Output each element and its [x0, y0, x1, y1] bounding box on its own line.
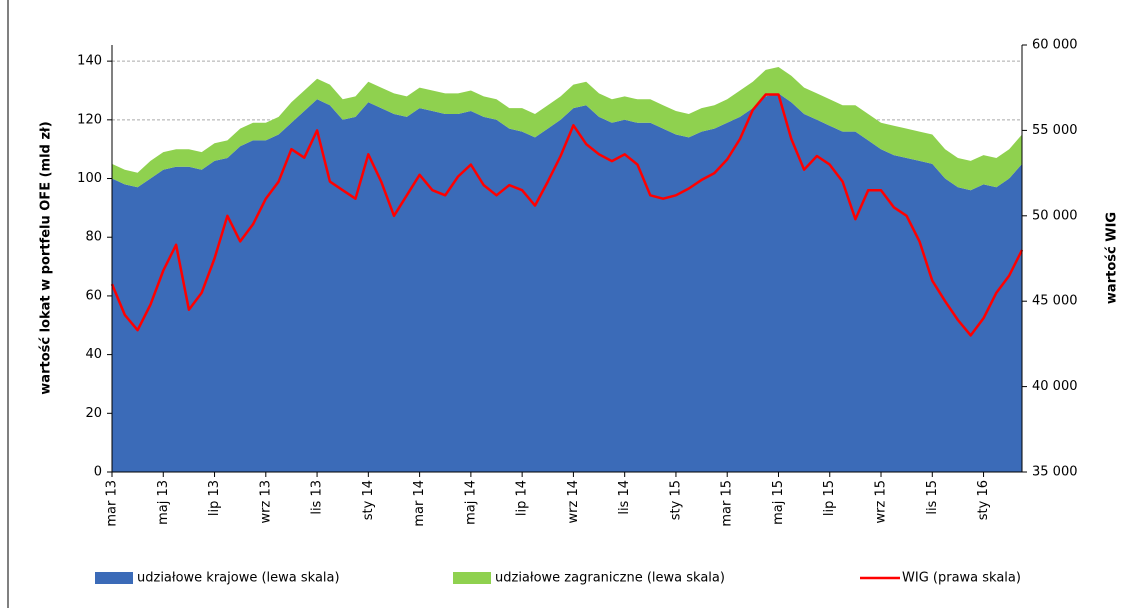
x-tick-label: lis 14 — [617, 480, 632, 515]
x-tick-label: lip 14 — [515, 480, 530, 516]
y-tick-label: 140 — [77, 54, 102, 69]
y2-tick-label: 55 000 — [1032, 123, 1078, 138]
area — [112, 67, 1022, 191]
x-tick-label: sty 15 — [668, 480, 683, 520]
x-tick-label: maj 15 — [771, 480, 786, 525]
y2-tick-label: 45 000 — [1032, 294, 1078, 309]
x-tick-label: lis 13 — [310, 480, 325, 515]
y-tick-label: 40 — [85, 347, 102, 362]
x-tick-label: wrz 15 — [874, 480, 889, 523]
y-tick-label: 120 — [77, 112, 102, 127]
legend: udziałowe krajowe (lewa skala) udziałowe … — [95, 571, 1021, 586]
y-tick-label: 0 — [94, 465, 102, 480]
y2-tick-label: 50 000 — [1032, 208, 1078, 223]
y2-axis-title: wartość WIG — [1105, 212, 1120, 304]
x-tick-label: wrz 14 — [566, 480, 581, 523]
y2-tick-label: 40 000 — [1032, 379, 1078, 394]
line — [110, 93, 1024, 337]
y2-tick-label: 35 000 — [1032, 465, 1078, 480]
x-tick-label: lip 13 — [207, 480, 222, 516]
legend-label: udziałowe zagraniczne (lewa skala) — [495, 571, 725, 586]
plot — [110, 67, 1024, 473]
axes: 0 20 40 60 80 100 120 140 35 000 40 000 45 000 50 0… — [77, 38, 1077, 527]
legend-label: WIG (prawa skala) — [902, 571, 1021, 586]
y-tick-label: 60 — [85, 288, 102, 303]
x-tick-label: lip 15 — [822, 480, 837, 516]
legend-label: udziałowe krajowe (lewa skala) — [137, 571, 340, 586]
x-tick-label: maj 13 — [156, 480, 171, 525]
y2-tick-label: 60 000 — [1032, 38, 1078, 53]
x-tick-label: mar 14 — [412, 480, 427, 527]
x-tick-label: mar 13 — [105, 480, 120, 527]
legend-swatch — [95, 572, 133, 584]
x-tick-label: maj 14 — [463, 480, 478, 525]
y-tick-label: 80 — [85, 230, 102, 245]
legend-swatch — [453, 572, 491, 584]
y-axis-title: wartość lokat w portfelu OFE (mld zł) — [39, 121, 54, 394]
x-tick-label: wrz 13 — [258, 480, 273, 523]
x-tick-label: sty 16 — [976, 480, 991, 520]
x-tick-label: sty 14 — [361, 480, 376, 520]
x-tick-label: lis 15 — [925, 480, 940, 515]
y-tick-label: 20 — [85, 406, 102, 421]
x-tick-label: mar 15 — [720, 480, 735, 527]
y-tick-label: 100 — [77, 171, 102, 186]
